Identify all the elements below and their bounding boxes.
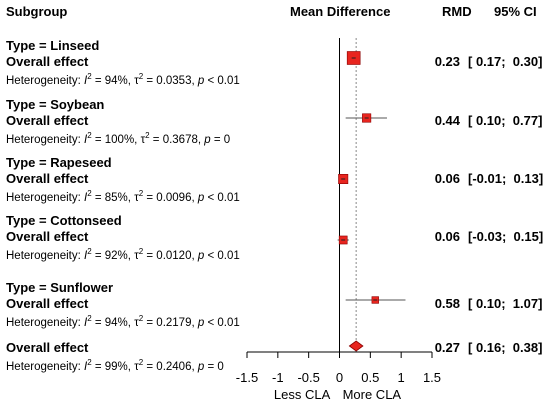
heterogeneity-text: Heterogeneity: I2 = 99%, τ2 = 0.2406, p …	[6, 358, 224, 373]
ci-value: [-0.03; 0.15]	[468, 229, 544, 244]
subgroup-type-label: Type = Cottonseed	[6, 213, 122, 228]
heterogeneity-text: Heterogeneity: I2 = 100%, τ2 = 0.3678, p…	[6, 131, 231, 146]
header-rmd: RMD	[442, 4, 472, 19]
x-tick-label: 0	[336, 370, 343, 385]
header-mean-difference: Mean Difference	[290, 4, 391, 19]
overall-effect-label: Overall effect	[6, 171, 89, 186]
heterogeneity-text: Heterogeneity: I2 = 94%, τ2 = 0.2179, p …	[6, 314, 240, 329]
rmd-value: 0.27	[434, 340, 460, 355]
x-tick-label: 1.5	[423, 370, 441, 385]
subgroup-type-label: Type = Soybean	[6, 97, 105, 112]
ci-value: [ 0.16; 0.38]	[468, 340, 543, 355]
rmd-value: 0.44	[434, 113, 460, 128]
rmd-value: 0.06	[434, 229, 460, 244]
overall-effect-label: Overall effect	[6, 229, 89, 244]
ci-value: [ 0.10; 0.77]	[468, 113, 543, 128]
rmd-value: 0.06	[434, 171, 460, 186]
subgroup-type-label: Type = Sunflower	[6, 280, 114, 295]
x-tick-label: 1	[398, 370, 405, 385]
overall-effect-label: Overall effect	[6, 296, 89, 311]
overall-effect-label: Overall effect	[6, 113, 89, 128]
x-tick-label: -1.5	[236, 370, 258, 385]
x-tick-label: 0.5	[361, 370, 379, 385]
x-tick-label: -1	[272, 370, 284, 385]
overall-effect-label: Overall effect	[6, 340, 89, 355]
x-label-right: More CLA	[343, 387, 402, 402]
header-subgroup: Subgroup	[6, 4, 68, 19]
heterogeneity-text: Heterogeneity: I2 = 85%, τ2 = 0.0096, p …	[6, 189, 240, 204]
ci-value: [-0.01; 0.13]	[468, 171, 544, 186]
overall-effect-label: Overall effect	[6, 54, 89, 69]
heterogeneity-text: Heterogeneity: I2 = 94%, τ2 = 0.0353, p …	[6, 72, 240, 87]
ci-value: [ 0.10; 1.07]	[468, 296, 543, 311]
header-ci: 95% CI	[494, 4, 537, 19]
rmd-value: 0.23	[434, 54, 460, 69]
x-tick-label: -0.5	[297, 370, 319, 385]
heterogeneity-text: Heterogeneity: I2 = 92%, τ2 = 0.0120, p …	[6, 247, 240, 262]
rmd-value: 0.58	[434, 296, 460, 311]
subgroup-type-label: Type = Linseed	[6, 38, 100, 53]
x-label-left: Less CLA	[274, 387, 331, 402]
subgroup-type-label: Type = Rapeseed	[6, 155, 112, 170]
overall-diamond	[348, 340, 364, 352]
ci-value: [ 0.17; 0.30]	[468, 54, 543, 69]
